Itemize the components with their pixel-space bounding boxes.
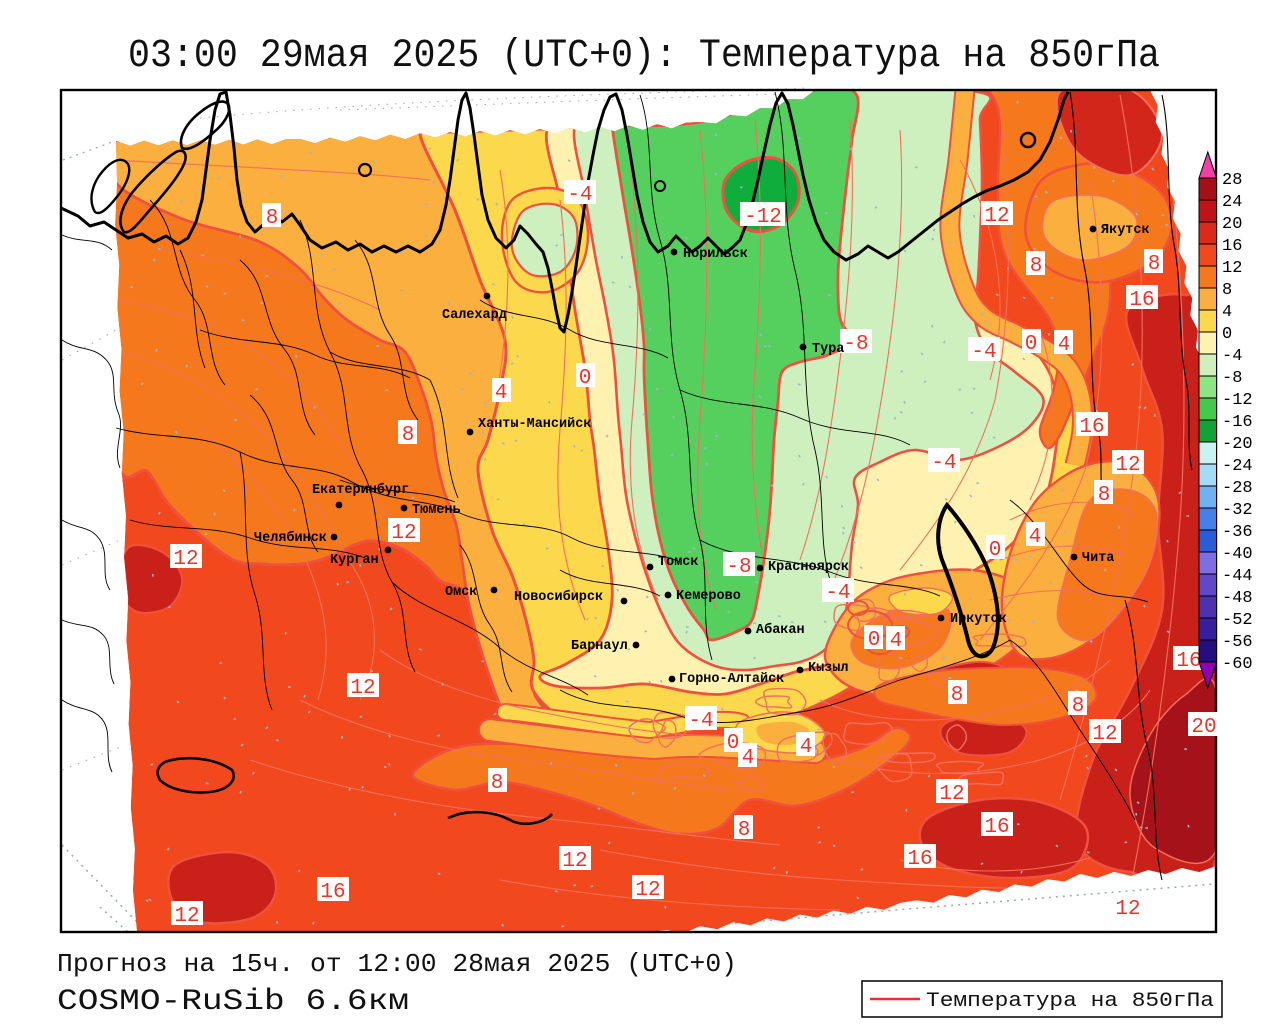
svg-text:-48: -48: [1222, 589, 1253, 608]
svg-text:4: 4: [800, 736, 813, 759]
svg-text:Температура на 850гПа: Температура на 850гПа: [926, 990, 1214, 1013]
svg-text:Тюмень: Тюмень: [412, 503, 461, 518]
svg-text:-4: -4: [971, 341, 996, 364]
svg-text:8: 8: [266, 207, 279, 230]
svg-text:Новосибирск: Новосибирск: [514, 589, 603, 605]
svg-text:Чита: Чита: [1082, 551, 1114, 566]
svg-text:16: 16: [320, 881, 345, 904]
svg-text:0: 0: [727, 732, 740, 755]
svg-text:8: 8: [1098, 484, 1111, 507]
svg-text:8: 8: [1148, 253, 1161, 276]
svg-text:4: 4: [1029, 526, 1042, 549]
svg-text:4: 4: [742, 747, 755, 770]
svg-text:-40: -40: [1222, 545, 1253, 564]
svg-text:12: 12: [984, 205, 1009, 228]
svg-text:8: 8: [951, 684, 964, 707]
svg-text:-4: -4: [567, 184, 592, 207]
svg-text:4: 4: [1058, 334, 1071, 357]
svg-text:20: 20: [1191, 716, 1216, 739]
svg-text:8: 8: [1222, 281, 1232, 300]
svg-text:-4: -4: [931, 452, 956, 475]
svg-text:12: 12: [391, 522, 416, 545]
svg-text:12: 12: [174, 905, 199, 928]
svg-text:16: 16: [1079, 416, 1104, 439]
svg-text:Якутск: Якутск: [1101, 223, 1150, 238]
svg-text:16: 16: [907, 848, 932, 871]
svg-text:03:00 29мая 2025 (UTC+0): Темп: 03:00 29мая 2025 (UTC+0): Температура на…: [128, 34, 1160, 79]
svg-text:Иркутск: Иркутск: [950, 612, 1007, 627]
svg-text:COSMO-RuSib 6.6км: COSMO-RuSib 6.6км: [57, 985, 409, 1019]
svg-text:Барнаул: Барнаул: [571, 639, 628, 654]
svg-text:0: 0: [579, 367, 592, 390]
svg-text:16: 16: [1222, 237, 1242, 256]
svg-text:12: 12: [1115, 454, 1140, 477]
svg-text:0: 0: [1222, 325, 1232, 344]
svg-text:-8: -8: [726, 556, 751, 579]
svg-text:-12: -12: [1222, 391, 1253, 410]
svg-text:0: 0: [989, 539, 1002, 562]
svg-text:-8: -8: [843, 333, 868, 356]
svg-text:24: 24: [1222, 193, 1242, 212]
svg-text:-4: -4: [825, 582, 850, 605]
svg-text:0: 0: [1025, 333, 1038, 356]
svg-text:Омск: Омск: [445, 585, 477, 600]
svg-text:8: 8: [738, 819, 751, 842]
svg-text:Челябинск: Челябинск: [254, 530, 327, 546]
svg-text:12: 12: [350, 677, 375, 700]
svg-text:-44: -44: [1222, 567, 1253, 586]
svg-text:-36: -36: [1222, 523, 1253, 542]
svg-text:Норильск: Норильск: [683, 247, 748, 262]
svg-text:16: 16: [1176, 650, 1201, 673]
svg-text:4: 4: [1222, 303, 1232, 322]
svg-text:-56: -56: [1222, 633, 1253, 652]
svg-text:16: 16: [984, 816, 1009, 839]
svg-text:8: 8: [1030, 255, 1043, 278]
svg-text:0: 0: [868, 629, 881, 652]
svg-text:-28: -28: [1222, 479, 1253, 498]
svg-text:12: 12: [939, 783, 964, 806]
svg-text:-12: -12: [744, 206, 782, 229]
svg-text:-8: -8: [1222, 369, 1242, 388]
svg-text:12: 12: [1222, 259, 1242, 278]
svg-text:28: 28: [1222, 171, 1242, 190]
svg-text:-4: -4: [1222, 347, 1242, 366]
svg-text:-16: -16: [1222, 413, 1253, 432]
svg-text:-24: -24: [1222, 457, 1253, 476]
svg-text:8: 8: [402, 424, 415, 447]
svg-text:8: 8: [491, 772, 504, 795]
svg-text:4: 4: [890, 630, 903, 653]
svg-text:Горно-Алтайск: Горно-Алтайск: [679, 672, 784, 687]
svg-text:-4: -4: [688, 710, 713, 733]
svg-text:-20: -20: [1222, 435, 1253, 454]
svg-text:-32: -32: [1222, 501, 1253, 520]
svg-text:-60: -60: [1222, 655, 1253, 674]
svg-text:16: 16: [1129, 289, 1154, 312]
svg-text:20: 20: [1222, 215, 1242, 234]
svg-text:Курган: Курган: [330, 553, 379, 568]
svg-text:4: 4: [495, 382, 508, 405]
svg-text:8: 8: [1072, 695, 1085, 718]
svg-text:12: 12: [1092, 723, 1117, 746]
svg-text:-52: -52: [1222, 611, 1253, 630]
svg-text:Тура: Тура: [812, 342, 844, 357]
svg-text:Екатеринбург: Екатеринбург: [312, 482, 409, 498]
svg-text:12: 12: [1115, 898, 1140, 921]
svg-text:12: 12: [635, 879, 660, 902]
svg-text:Салехард: Салехард: [442, 308, 507, 323]
svg-text:12: 12: [562, 850, 587, 873]
svg-text:Кызыл: Кызыл: [808, 661, 849, 676]
svg-text:12: 12: [173, 548, 198, 571]
svg-text:Томск: Томск: [658, 555, 699, 570]
svg-text:Красноярск: Красноярск: [768, 560, 849, 575]
svg-text:Абакан: Абакан: [756, 622, 805, 638]
svg-text:Ханты-Мансийск: Ханты-Мансийск: [478, 417, 591, 432]
svg-text:Прогноз на 15ч. от 12:00 28мая: Прогноз на 15ч. от 12:00 28мая 2025 (UTC…: [57, 949, 737, 979]
svg-text:Кемерово: Кемерово: [676, 589, 741, 604]
